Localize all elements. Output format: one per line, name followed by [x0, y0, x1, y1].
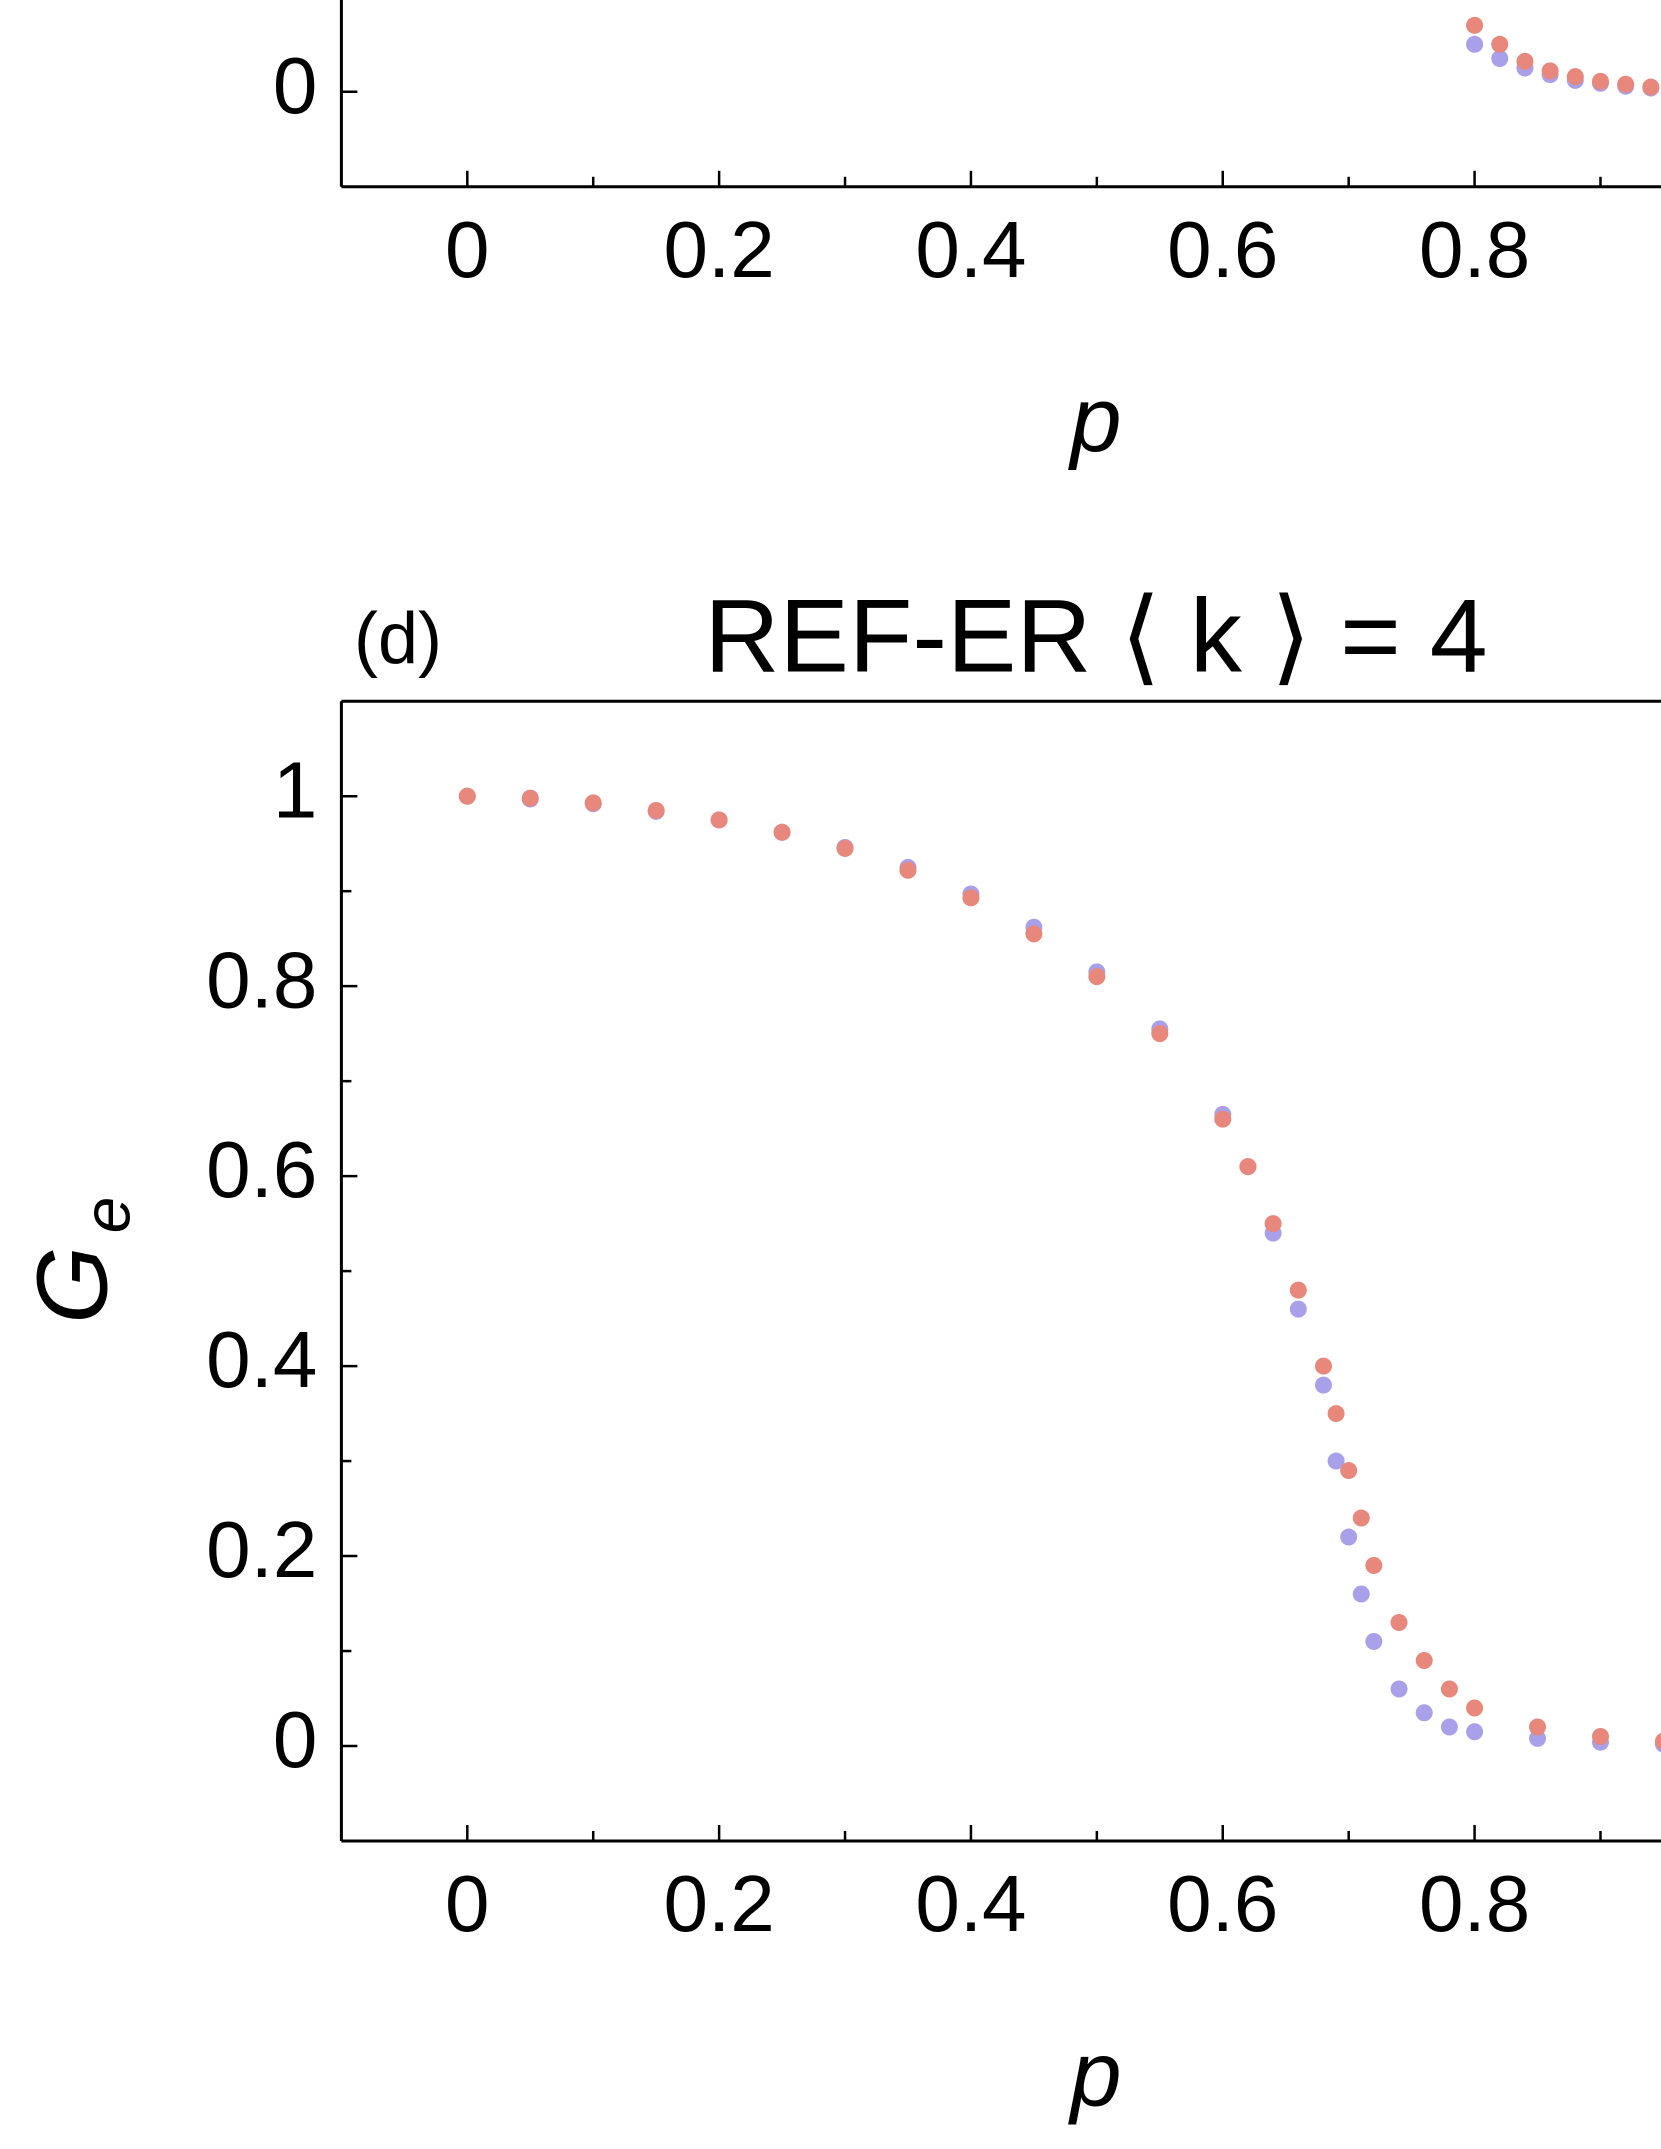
panel: 0 0.2 0.4 0.6 0.8 0 0.2 0.4 0.6 0.8 1 p Ge REF-ER ⟨ k…	[16, 578, 1661, 2125]
x-tick-label: 0.2	[664, 1859, 775, 1948]
data-point	[1025, 925, 1043, 943]
data-point	[1466, 1699, 1484, 1717]
plot-area	[458, 787, 1661, 1753]
x-tick-label: 0.8	[1419, 205, 1530, 294]
data-point	[710, 811, 728, 829]
x-axis-label: p	[1067, 369, 1121, 471]
data-point	[1365, 1557, 1383, 1575]
data-point	[1415, 1704, 1433, 1722]
data-point	[1415, 1652, 1433, 1670]
data-point	[1314, 1357, 1332, 1375]
data-point	[1617, 75, 1635, 93]
plot-area	[1466, 16, 1660, 97]
data-point	[1340, 1528, 1358, 1546]
data-point	[1327, 1405, 1345, 1423]
panel: 0 0.2 0.4 0.6 0.8 0 p	[273, 0, 1661, 471]
data-point	[1264, 1215, 1282, 1233]
y-tick-label: 1	[273, 745, 318, 834]
x-axis-label: p	[1067, 2023, 1121, 2125]
y-tick-label: 0.2	[206, 1505, 317, 1594]
data-point	[1516, 52, 1534, 70]
data-point	[1466, 35, 1484, 53]
data-point	[962, 889, 980, 907]
data-point	[1365, 1633, 1383, 1651]
data-point	[836, 839, 854, 857]
data-point	[1466, 1723, 1484, 1741]
data-point	[1214, 1110, 1232, 1128]
data-point	[1239, 1158, 1257, 1176]
panel-label: (d)	[354, 599, 442, 679]
data-point	[1352, 1509, 1370, 1527]
data-point	[458, 787, 476, 805]
data-point	[1541, 62, 1559, 80]
x-tick-label: 0.4	[915, 1859, 1026, 1948]
y-tick-label: 0.6	[206, 1125, 317, 1214]
data-point	[647, 801, 665, 819]
data-point	[1529, 1718, 1547, 1736]
x-tick-label: 0.6	[1167, 205, 1278, 294]
data-point	[1352, 1585, 1370, 1603]
data-point	[1491, 50, 1509, 68]
x-tick-label: 0.8	[1419, 1859, 1530, 1948]
data-point	[1088, 968, 1106, 986]
y-axis-label: G	[16, 1246, 128, 1324]
data-point	[1390, 1614, 1408, 1632]
x-tick-label: 0.2	[664, 205, 775, 294]
y-axis-label-subscript: e	[69, 1197, 143, 1234]
data-point	[1151, 1025, 1169, 1043]
data-point	[1654, 1733, 1661, 1750]
x-tick-label: 0	[445, 1859, 490, 1948]
y-tick-label: 0	[273, 1695, 318, 1784]
data-point	[1591, 1728, 1609, 1746]
data-point	[1390, 1680, 1408, 1698]
data-point	[773, 823, 791, 841]
data-point	[1327, 1452, 1345, 1470]
data-point	[1340, 1462, 1358, 1480]
data-point	[1591, 72, 1609, 90]
y-tick-label: 0.4	[206, 1315, 317, 1404]
y-tick-label: 0	[273, 41, 318, 130]
data-point	[584, 794, 602, 812]
data-point	[521, 789, 539, 807]
y-tick-label: 0.8	[206, 935, 317, 1024]
data-point	[1440, 1680, 1458, 1698]
data-point	[1314, 1376, 1332, 1394]
data-point	[1440, 1718, 1458, 1736]
x-tick-label: 0	[445, 205, 490, 294]
x-tick-label: 0.6	[1167, 1859, 1278, 1948]
data-point	[1491, 35, 1509, 53]
x-tick-label: 0.4	[915, 205, 1026, 294]
data-point	[1289, 1281, 1307, 1299]
data-point	[1289, 1300, 1307, 1318]
data-point	[1466, 16, 1484, 34]
data-point	[1642, 78, 1660, 96]
chart-title: REF-ER ⟨ k ⟩ = 4	[704, 578, 1487, 694]
data-point	[1566, 68, 1584, 86]
data-point	[899, 861, 917, 879]
